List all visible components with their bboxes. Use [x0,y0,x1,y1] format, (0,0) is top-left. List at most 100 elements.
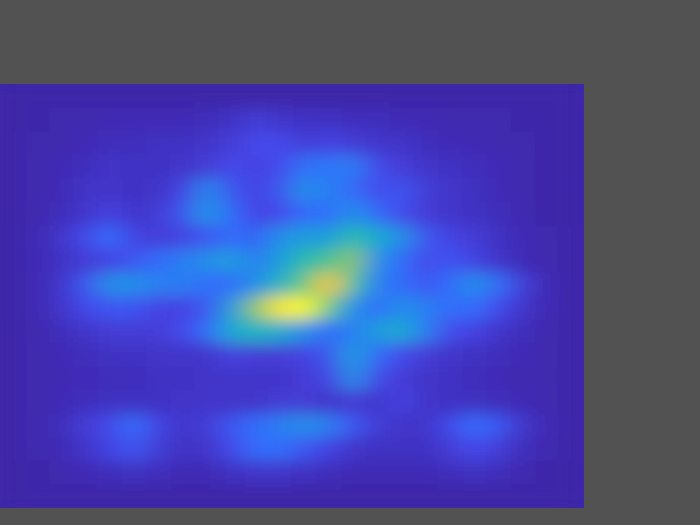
heatmap-cell [487,84,512,108]
heatmap-cell [341,390,366,414]
heatmap-cell [341,461,366,485]
heatmap-cell [97,84,122,108]
heatmap-cell [170,249,195,273]
heatmap-cell [462,249,487,273]
heatmap-cell [219,414,244,438]
heatmap-cell [341,178,366,202]
heatmap-cell [389,108,414,132]
heatmap-cell [170,320,195,344]
heatmap-cell [438,225,463,249]
heatmap-cell [438,272,463,296]
heatmap-cell [195,484,220,508]
heatmap-cell [268,320,293,344]
heatmap-cell [462,202,487,226]
heatmap-cell [511,225,536,249]
heatmap-cell [195,390,220,414]
heatmap-cell [24,272,49,296]
heatmap-cell [24,108,49,132]
heatmap-cell [97,390,122,414]
heatmap-cell [0,155,25,179]
heatmap-cell [462,367,487,391]
heatmap-cell [170,484,195,508]
heatmap-cell [243,178,268,202]
heatmap-cell [462,461,487,485]
heatmap-cell [0,343,25,367]
heatmap-cell [560,320,584,344]
heatmap-cell [389,367,414,391]
heatmap-cell [97,155,122,179]
heatmap-cell [268,84,293,108]
heatmap-cell [511,131,536,155]
heatmap-cell [0,249,25,273]
heatmap-cell [487,108,512,132]
heatmap-cell [24,178,49,202]
heatmap-cell [49,108,74,132]
heatmap-cell [170,131,195,155]
heatmap-cell [268,484,293,508]
heatmap-cell [511,178,536,202]
heatmap-cell [219,108,244,132]
heatmap-cell [535,202,560,226]
heatmap-cell [243,108,268,132]
heatmap-cell [341,367,366,391]
heatmap-cell [462,320,487,344]
heatmap-cell [97,131,122,155]
heatmap-cell [316,178,341,202]
heatmap-cell [219,484,244,508]
heatmap-cell [195,84,220,108]
heatmap-cell [146,272,171,296]
heatmap-cell [24,225,49,249]
heatmap-cell [487,178,512,202]
heatmap-cell [268,296,293,320]
heatmap-cell [219,84,244,108]
heatmap-cell [24,131,49,155]
heatmap-cell [389,296,414,320]
heatmap-cell [97,296,122,320]
heatmap-cell [243,84,268,108]
heatmap-cell [24,155,49,179]
heatmap-cell [389,343,414,367]
heatmap-cell [365,202,390,226]
heatmap-cell [487,131,512,155]
heatmap-cell [170,272,195,296]
heatmap-cell [535,131,560,155]
heatmap-cell [268,437,293,461]
heatmap-cell [73,272,98,296]
heatmap-cell [146,437,171,461]
heatmap-cell [341,272,366,296]
heatmap-cell [316,343,341,367]
heatmap-cell [365,320,390,344]
heatmap-cell [49,390,74,414]
heatmap-cell [389,390,414,414]
heatmap-cell [487,272,512,296]
heatmap-cell [122,202,147,226]
heatmap-cell [292,343,317,367]
heatmap-cell [219,249,244,273]
heatmap-cell [438,437,463,461]
heatmap-cell [146,461,171,485]
heatmap-cell [414,131,439,155]
heatmap-cell [195,178,220,202]
heatmap-cell [414,249,439,273]
heatmap-cell [243,272,268,296]
heatmap-cell [438,367,463,391]
heatmap-cell [462,390,487,414]
heatmap-cell [195,131,220,155]
heatmap-cell [316,320,341,344]
heatmap-cell [535,249,560,273]
heatmap-cell [49,131,74,155]
heatmap-cell [438,461,463,485]
heatmap-cell [243,225,268,249]
heatmap-cell [146,296,171,320]
heatmap-cell [24,484,49,508]
heatmap-cell [122,484,147,508]
heatmap-cell [243,437,268,461]
heatmap-cell [122,296,147,320]
heatmap-cell [170,296,195,320]
heatmap-cell [316,390,341,414]
heatmap-cell [49,343,74,367]
heatmap-cell [365,414,390,438]
heatmap-cell [292,414,317,438]
heatmap-cell [341,320,366,344]
heatmap-cell [268,225,293,249]
